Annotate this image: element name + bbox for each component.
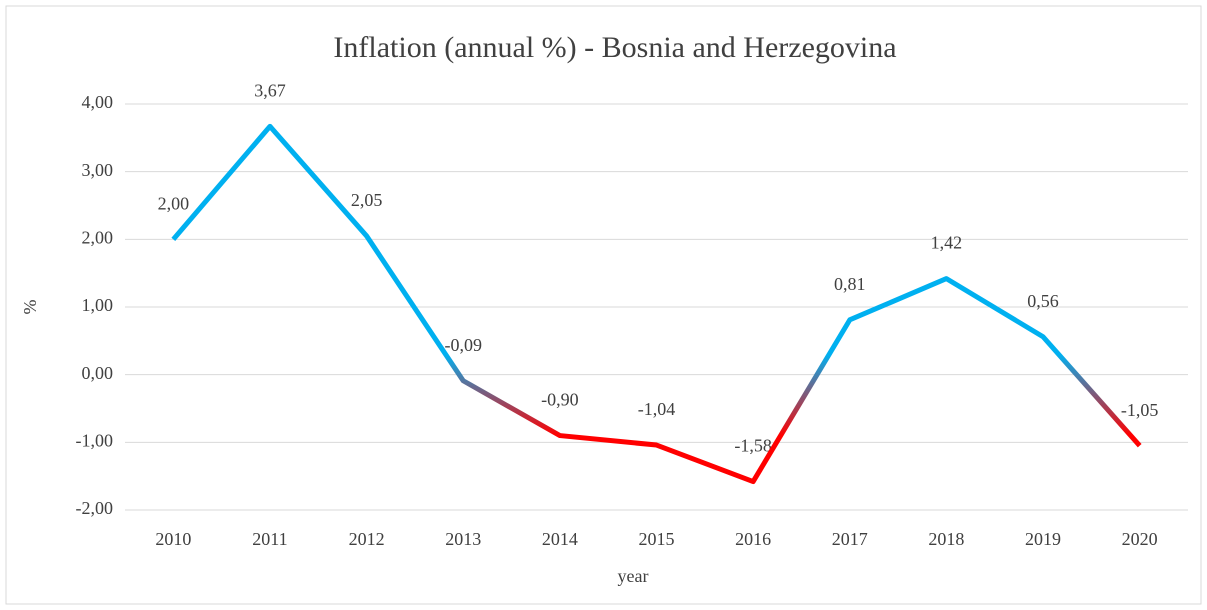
data-label: 3,67 bbox=[254, 80, 286, 100]
x-tick-label: 2017 bbox=[832, 529, 868, 549]
y-tick-label: 3,00 bbox=[82, 160, 114, 180]
data-label: 1,42 bbox=[931, 233, 963, 253]
x-tick-label: 2018 bbox=[928, 529, 964, 549]
x-tick-label: 2015 bbox=[639, 529, 675, 549]
x-tick-label: 2012 bbox=[349, 529, 385, 549]
y-tick-label: -2,00 bbox=[76, 498, 114, 518]
data-line bbox=[171, 123, 1142, 485]
x-axis-label: year bbox=[618, 566, 649, 586]
x-tick-label: 2010 bbox=[155, 529, 191, 549]
y-tick-label: 0,00 bbox=[82, 363, 114, 383]
data-label: -1,04 bbox=[638, 399, 676, 419]
x-tick-label: 2011 bbox=[252, 529, 287, 549]
y-tick-label: -1,00 bbox=[76, 430, 114, 450]
data-label: -1,58 bbox=[734, 436, 772, 456]
chart-border bbox=[5, 5, 1202, 605]
y-tick-label: 2,00 bbox=[82, 227, 114, 247]
x-tick-label: 2013 bbox=[445, 529, 481, 549]
data-label: -1,05 bbox=[1121, 400, 1159, 420]
data-label: -0,09 bbox=[444, 335, 482, 355]
data-label: 2,05 bbox=[351, 190, 383, 210]
data-label: 2,00 bbox=[158, 193, 190, 213]
data-label: 0,56 bbox=[1027, 291, 1059, 311]
x-tick-label: 2014 bbox=[542, 529, 578, 549]
x-tick-label: 2016 bbox=[735, 529, 771, 549]
y-tick-label: 4,00 bbox=[82, 92, 114, 112]
chart-title: Inflation (annual %) - Bosnia and Herzeg… bbox=[333, 31, 896, 64]
x-tick-label: 2020 bbox=[1122, 529, 1158, 549]
x-tick-label: 2019 bbox=[1025, 529, 1061, 549]
y-axis-label: % bbox=[20, 300, 40, 315]
data-label: -0,90 bbox=[541, 390, 579, 410]
y-tick-label: 1,00 bbox=[82, 295, 114, 315]
data-label: 0,81 bbox=[834, 274, 866, 294]
